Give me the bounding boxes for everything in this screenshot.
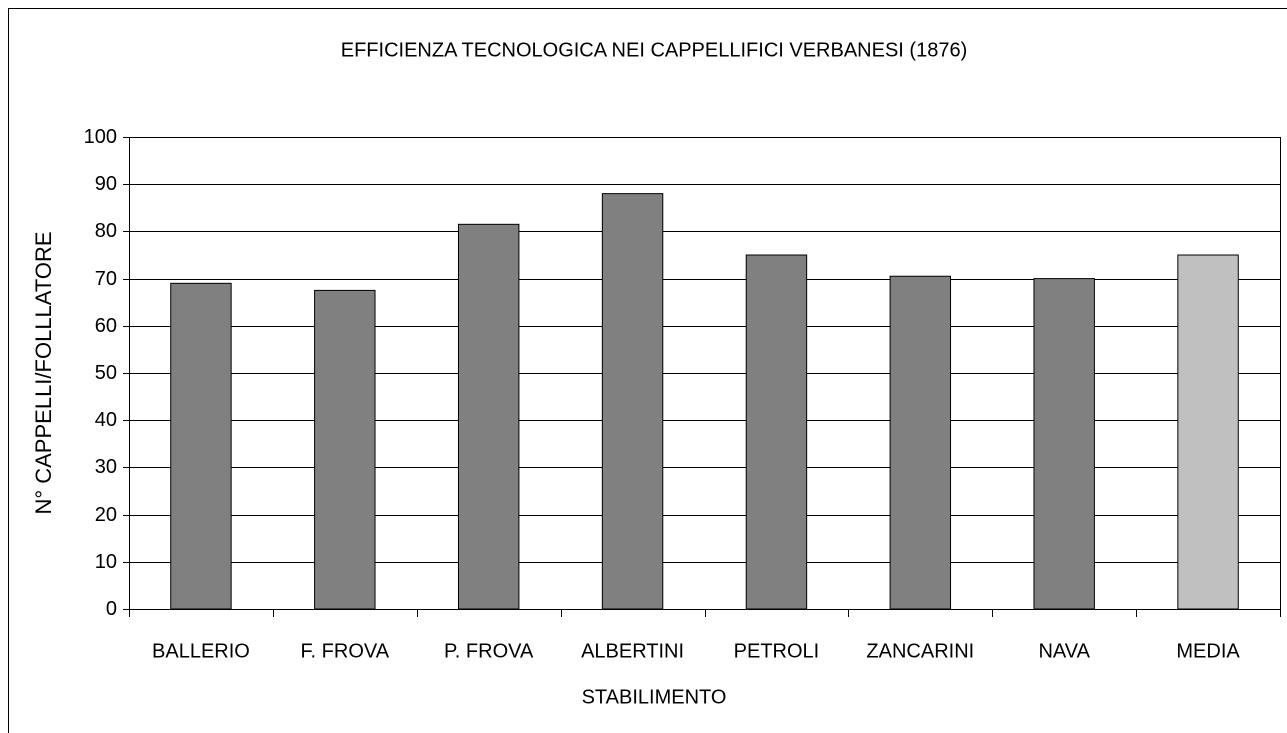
y-tick-label: 0	[106, 598, 117, 620]
x-tick-label: ZANCARINI	[866, 640, 974, 662]
x-tick-label: F. FROVA	[301, 640, 390, 662]
bar	[314, 289, 376, 610]
x-tick-label: PETROLI	[734, 640, 820, 662]
bar	[457, 223, 520, 610]
y-tick-label: 100	[84, 126, 117, 148]
y-tick-label: 30	[95, 456, 117, 478]
x-tick-label: MEDIA	[1176, 640, 1240, 662]
x-tick-label: BALLERIO	[152, 640, 250, 662]
x-tick-label: NAVA	[1038, 640, 1090, 662]
y-tick-label: 80	[95, 220, 117, 242]
y-tick-label: 20	[95, 504, 117, 526]
x-axis-label: STABILIMENTO	[582, 686, 727, 708]
chart-frame	[8, 8, 1287, 733]
bar	[745, 254, 808, 610]
y-tick-label: 70	[95, 268, 117, 290]
x-tick-label: P. FROVA	[444, 640, 534, 662]
bar	[1033, 278, 1095, 610]
chart-title: EFFICIENZA TECNOLOGICA NEI CAPPELLIFICI …	[341, 39, 967, 61]
y-axis-label: N° CAPPELLI/FOLLLATORE	[31, 231, 56, 514]
y-tick-label: 90	[95, 173, 117, 195]
y-tick-label: 60	[95, 315, 117, 337]
y-tick-label: 10	[95, 551, 117, 573]
y-tick-label: 50	[95, 362, 117, 384]
bar	[170, 282, 232, 610]
y-tick-label: 40	[95, 409, 117, 431]
bar	[1177, 254, 1239, 610]
x-tick-label: ALBERTINI	[581, 640, 684, 662]
bar	[889, 275, 952, 610]
bar	[601, 193, 664, 610]
